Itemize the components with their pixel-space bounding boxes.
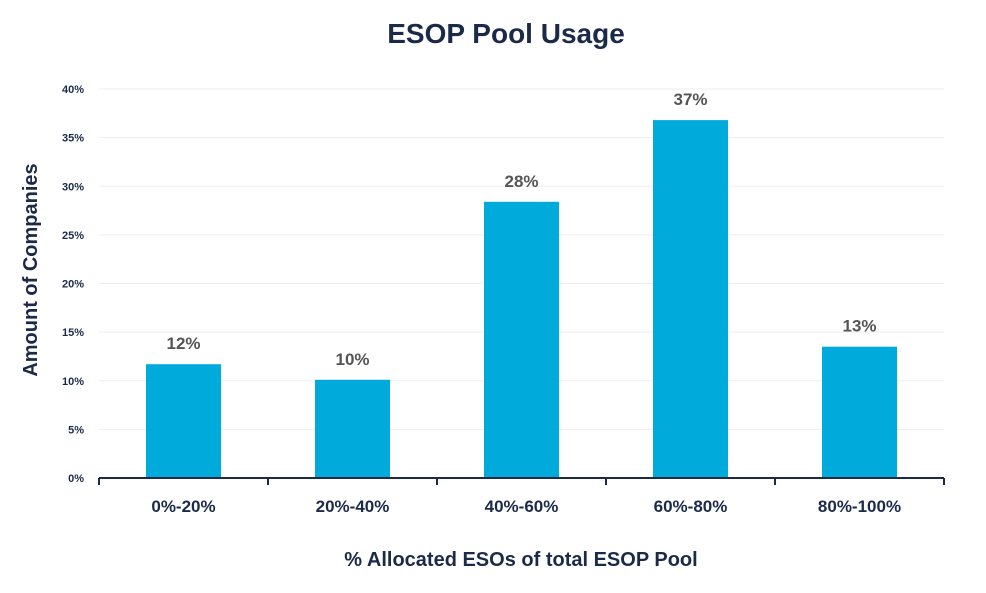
y-tick-label: 25% [62, 230, 84, 242]
bar [484, 201, 559, 478]
y-tick-label: 0% [68, 473, 84, 485]
bar [146, 364, 221, 478]
y-tick-label: 15% [62, 327, 84, 339]
bar [653, 120, 728, 479]
x-tick-label: 0%-20% [151, 497, 215, 516]
chart-title: ESOP Pool Usage [387, 18, 625, 49]
x-tick-label: 40%-60% [485, 497, 559, 516]
x-axis-title: % Allocated ESOs of total ESOP Pool [344, 549, 697, 571]
data-label: 28% [504, 172, 538, 191]
y-tick-label: 30% [62, 181, 84, 193]
x-tick-label: 20%-40% [316, 497, 390, 516]
data-label: 10% [335, 350, 369, 369]
data-label: 13% [842, 317, 876, 336]
data-label: 37% [673, 90, 707, 109]
bar [315, 379, 390, 478]
y-tick-label: 5% [68, 424, 84, 436]
bar-layer: 12% 10% 28% 37% 13% [146, 90, 897, 479]
data-label: 12% [166, 334, 200, 353]
y-tick-label: 10% [62, 376, 84, 388]
bar [822, 346, 897, 478]
y-tick-label: 40% [62, 84, 84, 96]
axis-layer: 0% 5% 10% 15% 20% 25% 30% 35% 40% 0%-20% 20%-40% 40… [62, 84, 945, 516]
y-tick-label: 35% [62, 133, 84, 145]
y-tick-label: 20% [62, 279, 84, 291]
x-tick-label: 60%-80% [654, 497, 728, 516]
x-tick-label: 80%-100% [818, 497, 901, 516]
y-axis-title: Amount of Companies [20, 163, 42, 376]
